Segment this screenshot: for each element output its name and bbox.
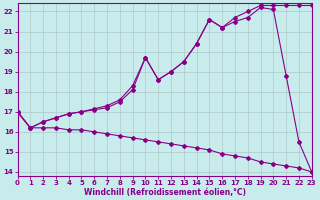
X-axis label: Windchill (Refroidissement éolien,°C): Windchill (Refroidissement éolien,°C) [84,188,246,197]
